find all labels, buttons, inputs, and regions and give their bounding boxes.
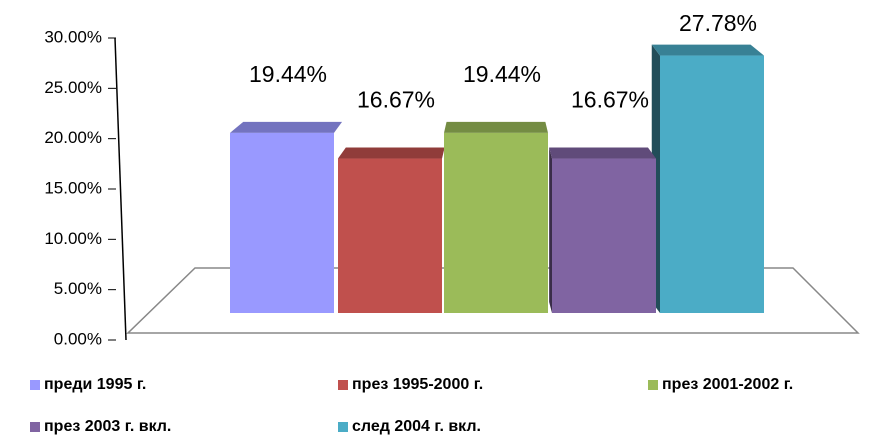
bar-top xyxy=(549,147,656,159)
bar-top xyxy=(651,44,764,56)
data-label: 27.78% xyxy=(679,10,757,36)
bar xyxy=(552,158,656,313)
bar-side xyxy=(549,147,552,313)
legend-swatch xyxy=(648,380,658,390)
y-tick-label: 30.00% xyxy=(44,27,102,46)
legend-swatch xyxy=(338,422,348,432)
bar xyxy=(444,132,548,313)
legend-label: през 1995-2000 г. xyxy=(352,376,483,393)
legend-label: през 2001-2002 г. xyxy=(662,376,793,393)
bar-top xyxy=(444,121,548,133)
bar-top xyxy=(338,147,445,159)
legend-label: след 2004 г. вкл. xyxy=(352,418,481,435)
bar-top xyxy=(230,121,343,133)
data-label: 16.67% xyxy=(571,87,649,113)
legend-label: през 2003 г. вкл. xyxy=(44,418,171,435)
y-tick-label: 10.00% xyxy=(44,229,102,248)
data-label: 19.44% xyxy=(249,61,327,87)
legend-swatch xyxy=(338,380,348,390)
data-label: 16.67% xyxy=(357,87,435,113)
y-axis xyxy=(114,37,127,341)
data-label: 19.44% xyxy=(463,61,541,87)
y-tick-label: 0.00% xyxy=(54,329,102,348)
legend-label: преди 1995 г. xyxy=(44,376,146,393)
y-tick-label: 20.00% xyxy=(44,128,102,147)
legend-swatch xyxy=(30,422,40,432)
y-tick-label: 5.00% xyxy=(54,279,102,298)
y-tick-label: 15.00% xyxy=(44,178,102,197)
bar xyxy=(338,158,442,313)
bar xyxy=(660,55,764,314)
bar xyxy=(230,132,334,313)
legend-swatch xyxy=(30,380,40,390)
y-tick-label: 25.00% xyxy=(44,78,102,97)
